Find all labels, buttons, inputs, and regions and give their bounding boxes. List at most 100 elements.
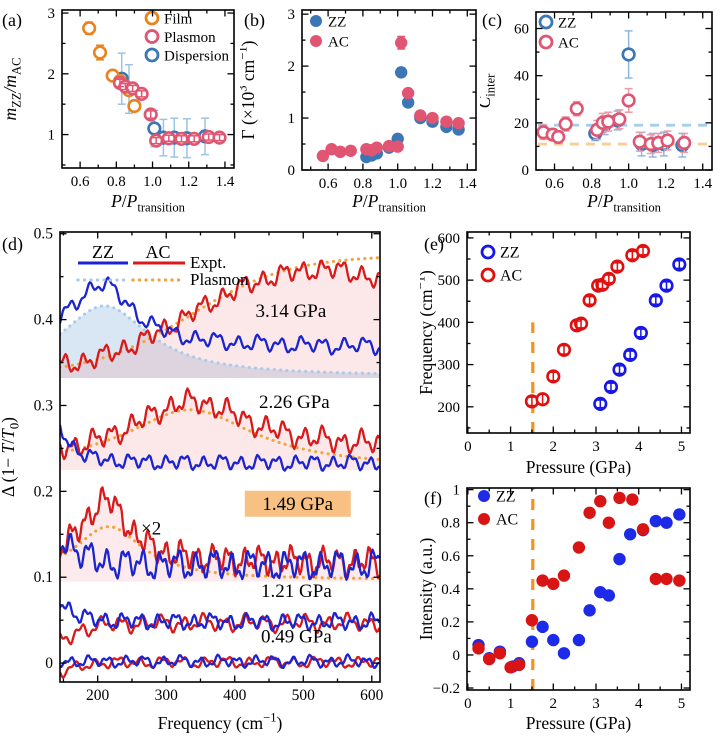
panel-e-svg: (e) ZZ AC 0 1 2 3 4 5 200 300 400 500 600 Pressure (GP… <box>414 231 691 477</box>
y-tick-label: 0 <box>45 655 53 672</box>
legend-label: ZZ <box>500 245 520 262</box>
y-axis-title: Frequency (cm−1) <box>420 270 436 395</box>
y-tick-label: 0 <box>288 163 296 179</box>
legend-marker <box>480 244 496 260</box>
data-point <box>660 572 673 586</box>
series-Plasmon <box>112 75 227 148</box>
data-point <box>334 145 347 159</box>
data-point <box>536 620 549 634</box>
series-ZZ <box>472 508 686 673</box>
panel-letter: (e) <box>424 234 444 255</box>
spectra-group <box>60 256 380 679</box>
data-point <box>92 45 108 60</box>
data-point <box>558 116 573 132</box>
y-tick-label: −0.2 <box>433 681 460 697</box>
2.26 GPa-ac-expt-fill <box>60 388 380 470</box>
data-point <box>601 114 616 129</box>
legend-marker <box>478 490 490 502</box>
panel-b-svg: (b) ZZ AC 0.6 0.8 1.0 1.2 1.4 0 1 2 3 P/Ptransition Γ… <box>236 7 478 214</box>
x-axis-title: P/Ptransition <box>110 191 186 215</box>
0.49 GPa-zz-expt-curve <box>60 653 380 670</box>
panel-letter: (f) <box>424 488 442 509</box>
data-point <box>569 101 584 116</box>
data-point <box>660 133 675 148</box>
legend-label: ZZ <box>328 15 346 31</box>
2.26 GPa-ac-expt-curve <box>60 387 380 461</box>
y-tick-label: 2 <box>48 67 56 83</box>
x-tick-label: 5 <box>678 696 686 712</box>
data-point <box>551 129 566 145</box>
data-point <box>660 516 673 529</box>
panel-c: (c) ZZ AC 0.6 0.8 1.0 1.2 1.4 0 20 40 60 P/Ptransiti… <box>474 0 722 218</box>
1.49 GPa-zz-expt-curve <box>60 533 380 581</box>
legend-zz-label: ZZ <box>92 242 114 262</box>
legend-marker <box>538 14 554 30</box>
legend-label: Plasmon <box>164 30 216 46</box>
series-AC <box>316 35 465 163</box>
data-point <box>649 514 663 528</box>
legend: Film Plasmon Dispersion <box>144 10 229 65</box>
y-tick-label: 600 <box>438 231 461 247</box>
plot-frame <box>61 9 235 169</box>
data-point <box>394 36 408 49</box>
y-tick-label: 200 <box>438 400 461 416</box>
data-point <box>547 633 560 647</box>
legend-label: ZZ <box>496 489 516 506</box>
data-point <box>626 493 639 506</box>
data-point <box>483 652 496 666</box>
y-tick-label: 0.4 <box>34 312 54 329</box>
data-point <box>572 541 586 554</box>
data-point <box>452 117 465 130</box>
pressure-highlight-box <box>244 490 351 517</box>
data-point <box>612 112 627 127</box>
x-tick-label: 0.6 <box>71 174 90 190</box>
x-tick-label: 3 <box>592 439 600 455</box>
legend-label: Film <box>164 12 193 28</box>
y-tick-label: 20 <box>514 116 529 132</box>
x-tick-label: 400 <box>223 687 247 704</box>
x-tick-label: 4 <box>635 439 643 455</box>
data-point <box>525 635 539 648</box>
pressure-label: 1.49 GPa <box>262 494 333 515</box>
2.26 GPa-zz-expt-curve <box>60 424 380 472</box>
legend-expt-label: Expt. <box>190 253 226 272</box>
legend-label: AC <box>328 35 349 51</box>
x-tick-label: 1.2 <box>423 176 442 192</box>
x-axis-title: P/Ptransition <box>586 191 662 215</box>
data-point <box>370 141 384 154</box>
x-tick-label: 5 <box>678 439 686 455</box>
data-point <box>673 574 686 587</box>
panel-letter: (c) <box>482 10 502 31</box>
legend: ZZ AC <box>480 244 522 285</box>
data-point <box>572 633 586 647</box>
legend-ac-label: AC <box>145 242 170 262</box>
x-tick-label: 1.0 <box>619 176 638 192</box>
x-tick-label: 1.0 <box>388 176 407 192</box>
0.49 GPa-ac-expt-curve <box>60 655 380 679</box>
panel-a-svg: (a) Film Plasmon Dispersion 0.6 0.8 1.0 1.2 1.4 1… <box>0 6 235 215</box>
legend-marker <box>144 29 160 44</box>
x-tick-label: 1.4 <box>693 176 712 192</box>
legend-marker <box>480 267 496 283</box>
y-tick-label: 0.1 <box>34 569 53 586</box>
y-tick-label: 0.2 <box>441 615 460 631</box>
y-axis-title: Δ (1− T/T0) <box>0 417 22 497</box>
y-tick-label: 0 <box>522 163 530 179</box>
series-ZZ <box>593 257 687 411</box>
legend: ZZ AC <box>478 489 518 529</box>
x-tick-label: 1.0 <box>143 174 162 190</box>
data-point <box>583 506 596 519</box>
legend-label: AC <box>558 36 579 52</box>
data-point <box>583 604 596 617</box>
series-AC <box>524 243 651 409</box>
panel-e: (e) ZZ AC 0 1 2 3 4 5 200 300 400 500 600 Pressure (GP… <box>414 218 722 480</box>
data-point <box>621 47 636 62</box>
x-tick-label: 1 <box>507 439 515 455</box>
data-point <box>677 135 692 150</box>
pressure-label: 2.26 GPa <box>259 392 330 413</box>
data-point <box>426 111 439 125</box>
data-point <box>547 577 560 591</box>
y-tick-label: 0.4 <box>441 582 460 598</box>
y-tick-label: 0.5 <box>34 226 54 243</box>
